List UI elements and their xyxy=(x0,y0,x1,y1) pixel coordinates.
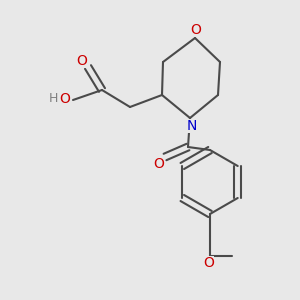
Text: O: O xyxy=(190,23,201,37)
Text: O: O xyxy=(60,92,70,106)
Text: O: O xyxy=(204,256,214,270)
Text: O: O xyxy=(154,157,164,171)
Text: O: O xyxy=(76,54,87,68)
Text: H: H xyxy=(48,92,58,106)
Text: N: N xyxy=(187,119,197,133)
